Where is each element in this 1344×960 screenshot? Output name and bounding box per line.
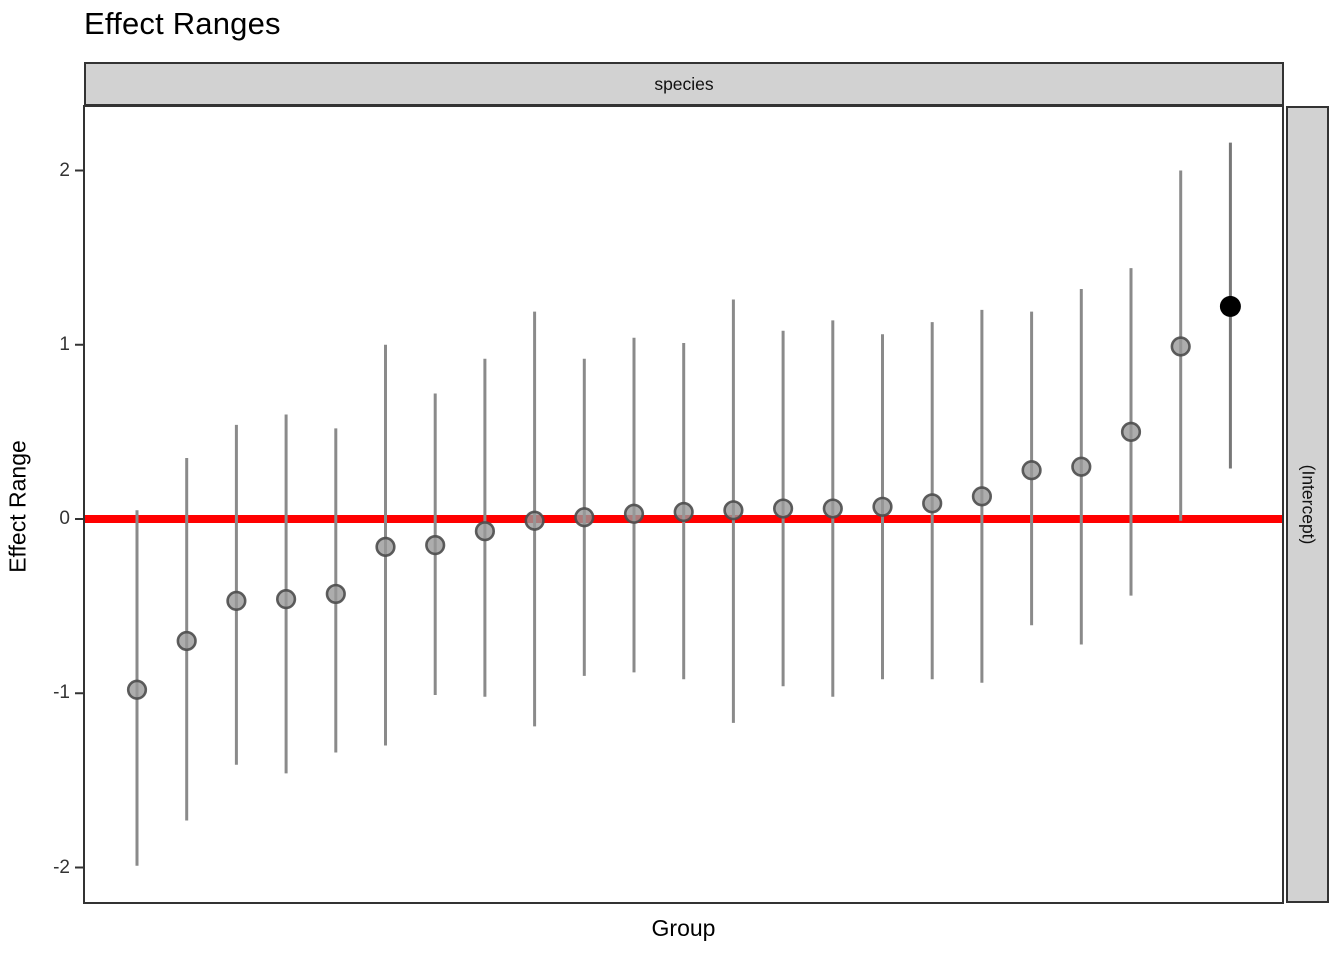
data-point: [425, 535, 446, 556]
facet-strip-top: species: [84, 62, 1284, 106]
y-tick-label: -2: [53, 856, 70, 878]
data-point: [922, 493, 943, 514]
data-point: [822, 498, 843, 519]
data-point: [623, 503, 645, 524]
data-point: [474, 521, 496, 542]
y-tick-label: -1: [53, 682, 70, 704]
panel-border: [83, 105, 1284, 904]
data-point: [1071, 456, 1092, 477]
data-point: [872, 496, 893, 517]
y-axis-title: Effect Range: [4, 440, 31, 573]
y-tick-label: 1: [59, 333, 70, 355]
data-point: [1170, 336, 1191, 357]
y-tick-label: 2: [59, 159, 70, 181]
data-point: [673, 501, 694, 523]
facet-strip-top-label: species: [654, 73, 714, 94]
data-point: [772, 498, 794, 519]
data-point: [176, 630, 197, 652]
data-point: [574, 507, 595, 528]
data-point: [325, 583, 346, 605]
data-point: [723, 500, 744, 521]
data-point: [1120, 421, 1142, 442]
data-point: [971, 486, 993, 507]
facet-strip-right-label: (Intercept): [1298, 464, 1318, 545]
data-point: [226, 590, 247, 611]
y-tick-label: 0: [59, 508, 70, 529]
data-point: [375, 536, 396, 557]
data-point: [524, 510, 545, 531]
plot-title: Effect Ranges: [84, 6, 281, 41]
data-point: [276, 589, 297, 610]
data-point: [126, 679, 148, 700]
x-axis-title: Group: [651, 915, 716, 941]
data-point: [1021, 460, 1042, 481]
intercept-point: [1219, 295, 1241, 317]
facet-strip-right: (Intercept): [1286, 106, 1329, 903]
